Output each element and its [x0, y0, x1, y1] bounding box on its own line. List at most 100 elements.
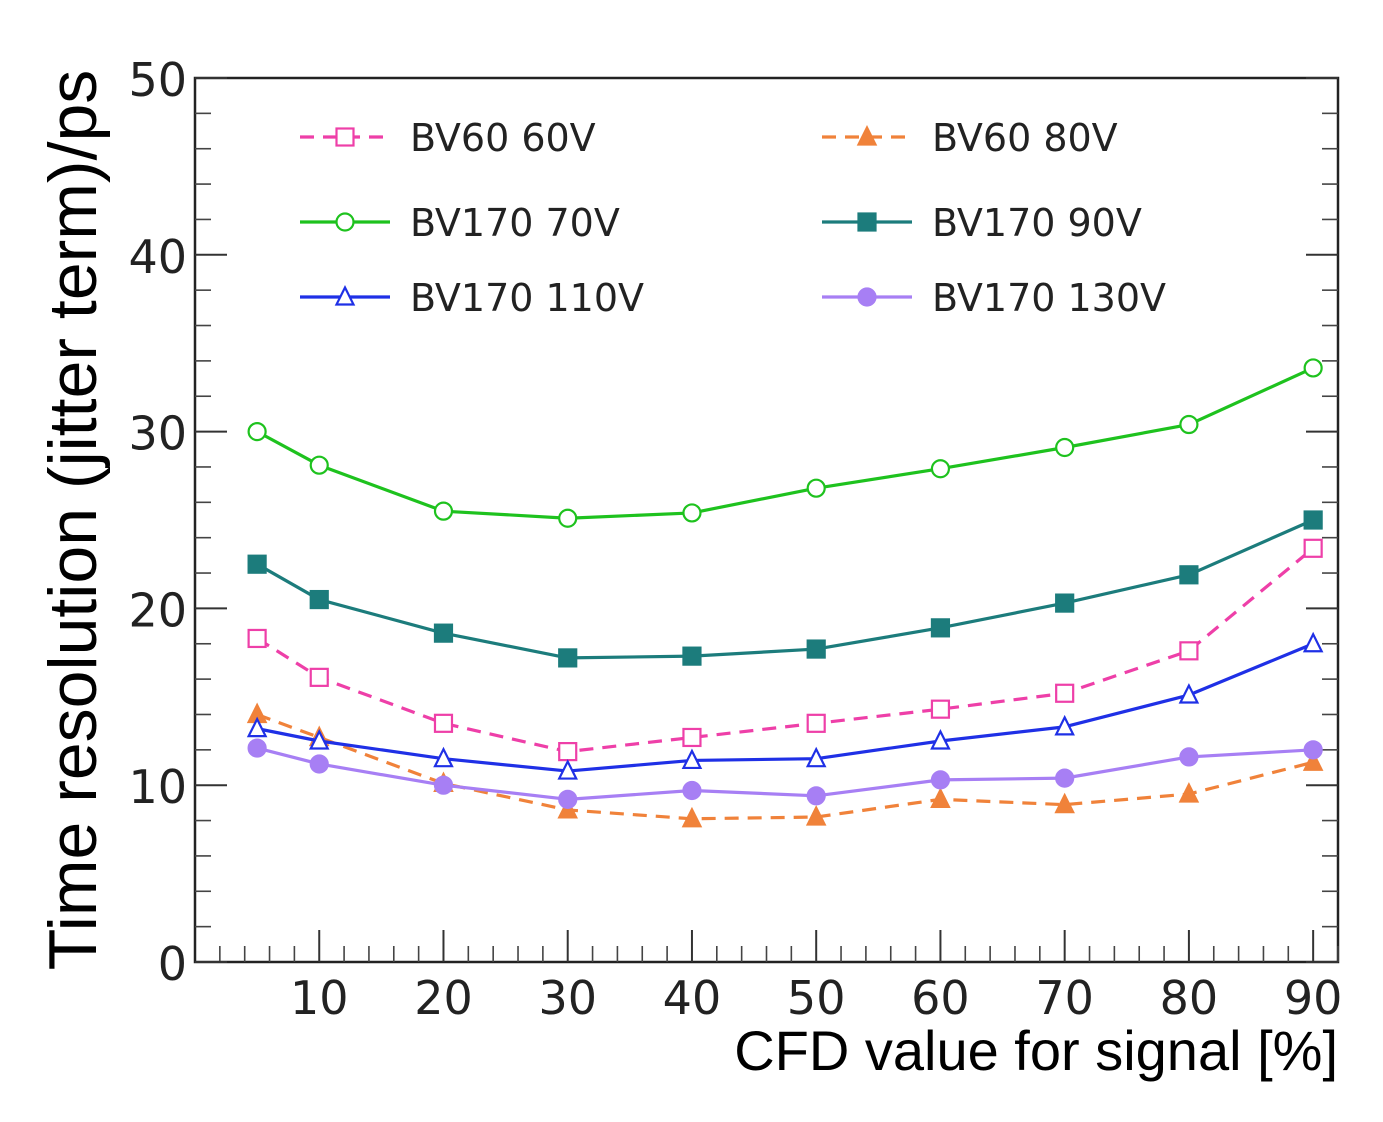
data-point — [1055, 683, 1075, 703]
legend-marker — [335, 212, 355, 232]
x-tick-label: 60 — [911, 971, 970, 1025]
data-point — [806, 639, 826, 659]
data-point — [806, 478, 826, 498]
data-point — [1179, 414, 1199, 435]
data-point — [805, 805, 827, 826]
legend-entry: BV60 60V — [300, 116, 596, 160]
x-tick-label: 30 — [538, 971, 597, 1025]
data-point — [308, 729, 330, 750]
data-point — [930, 699, 951, 719]
data-point — [930, 618, 951, 638]
data-point — [1303, 358, 1323, 378]
data-point — [1179, 565, 1199, 585]
y-tick-label: 30 — [128, 407, 187, 461]
series-layer — [246, 358, 1324, 828]
legend-marker — [334, 285, 356, 306]
data-point — [433, 746, 454, 768]
series-line — [256, 712, 1314, 821]
y-tick-label: 20 — [128, 583, 187, 637]
data-point — [558, 742, 578, 762]
legend-entry: BV60 80V — [822, 116, 1118, 160]
data-point — [1303, 538, 1323, 558]
data-point — [1054, 792, 1075, 814]
series-line — [256, 518, 1314, 660]
data-point — [1302, 631, 1324, 653]
data-point — [247, 554, 267, 574]
x-tick-label: 10 — [290, 971, 349, 1025]
data-point — [1179, 747, 1199, 767]
data-point — [433, 775, 454, 795]
data-point — [558, 508, 578, 528]
x-tick-label: 40 — [663, 971, 722, 1025]
series-bv60-60v — [247, 538, 1323, 762]
data-point — [930, 787, 951, 808]
data-point — [1178, 782, 1200, 803]
legend-marker — [857, 212, 877, 232]
data-point — [930, 729, 951, 750]
data-point — [682, 727, 702, 748]
x-axis-title: CFD value for signal [%] — [734, 1019, 1338, 1082]
data-point — [930, 459, 951, 479]
y-tick-label: 50 — [128, 53, 187, 107]
series-line — [256, 366, 1314, 520]
x-tick-label: 50 — [787, 971, 846, 1025]
x-tick-label: 20 — [414, 971, 473, 1025]
legend-label: BV60 60V — [410, 116, 596, 160]
data-point — [433, 501, 454, 521]
y-tick-label: 10 — [128, 760, 187, 814]
data-point — [806, 713, 826, 733]
series-line — [256, 746, 1314, 801]
data-point — [1179, 641, 1199, 661]
legend-marker — [857, 287, 877, 307]
data-point — [433, 623, 454, 643]
legend-entry: BV170 110V — [300, 276, 644, 320]
data-point — [1303, 510, 1323, 530]
data-point — [682, 780, 702, 801]
data-point — [682, 503, 702, 523]
legend-entry: BV170 70V — [300, 201, 620, 245]
data-point — [246, 716, 268, 738]
data-point — [681, 748, 703, 770]
data-point — [557, 797, 578, 819]
x-tick-label: 80 — [1160, 971, 1219, 1025]
legend-label: BV60 80V — [932, 116, 1118, 160]
y-axis-title: Time resolution (jitter term)/ps — [35, 70, 111, 971]
data-point — [805, 746, 827, 768]
x-tick-label: 70 — [1035, 971, 1094, 1025]
series-line — [256, 547, 1315, 754]
data-point — [1055, 593, 1075, 613]
data-point — [309, 754, 329, 774]
legend-label: BV170 70V — [410, 201, 620, 245]
data-point — [1302, 750, 1324, 771]
data-point — [309, 667, 329, 687]
data-point — [930, 770, 951, 790]
series-bv170-90v — [247, 510, 1323, 668]
legend-marker — [856, 125, 878, 146]
data-point — [681, 806, 703, 828]
data-point — [558, 789, 578, 809]
legend-entry: BV170 90V — [822, 201, 1142, 245]
legend-label: BV170 130V — [932, 276, 1166, 320]
data-point — [247, 422, 267, 442]
minor-ticks — [195, 112, 1339, 962]
legend-marker — [335, 127, 355, 147]
y-tick-labels: 0 10 20 30 40 50 — [128, 53, 187, 991]
data-point — [1055, 768, 1075, 788]
major-ticks — [195, 77, 1338, 963]
data-point — [806, 786, 826, 806]
legend-label: BV170 110V — [410, 276, 644, 320]
series-bv170-70v — [247, 358, 1323, 528]
data-point — [1178, 683, 1200, 704]
y-tick-label: 40 — [128, 230, 187, 284]
data-point — [557, 759, 578, 780]
data-point — [247, 628, 267, 649]
data-point — [433, 713, 454, 733]
data-point — [1055, 437, 1075, 458]
data-point — [682, 646, 702, 666]
data-point — [247, 738, 267, 758]
data-point — [309, 589, 329, 610]
legend-label: BV170 90V — [932, 201, 1142, 245]
series-bv170-110v — [246, 631, 1324, 780]
x-tick-label: 90 — [1284, 971, 1343, 1025]
